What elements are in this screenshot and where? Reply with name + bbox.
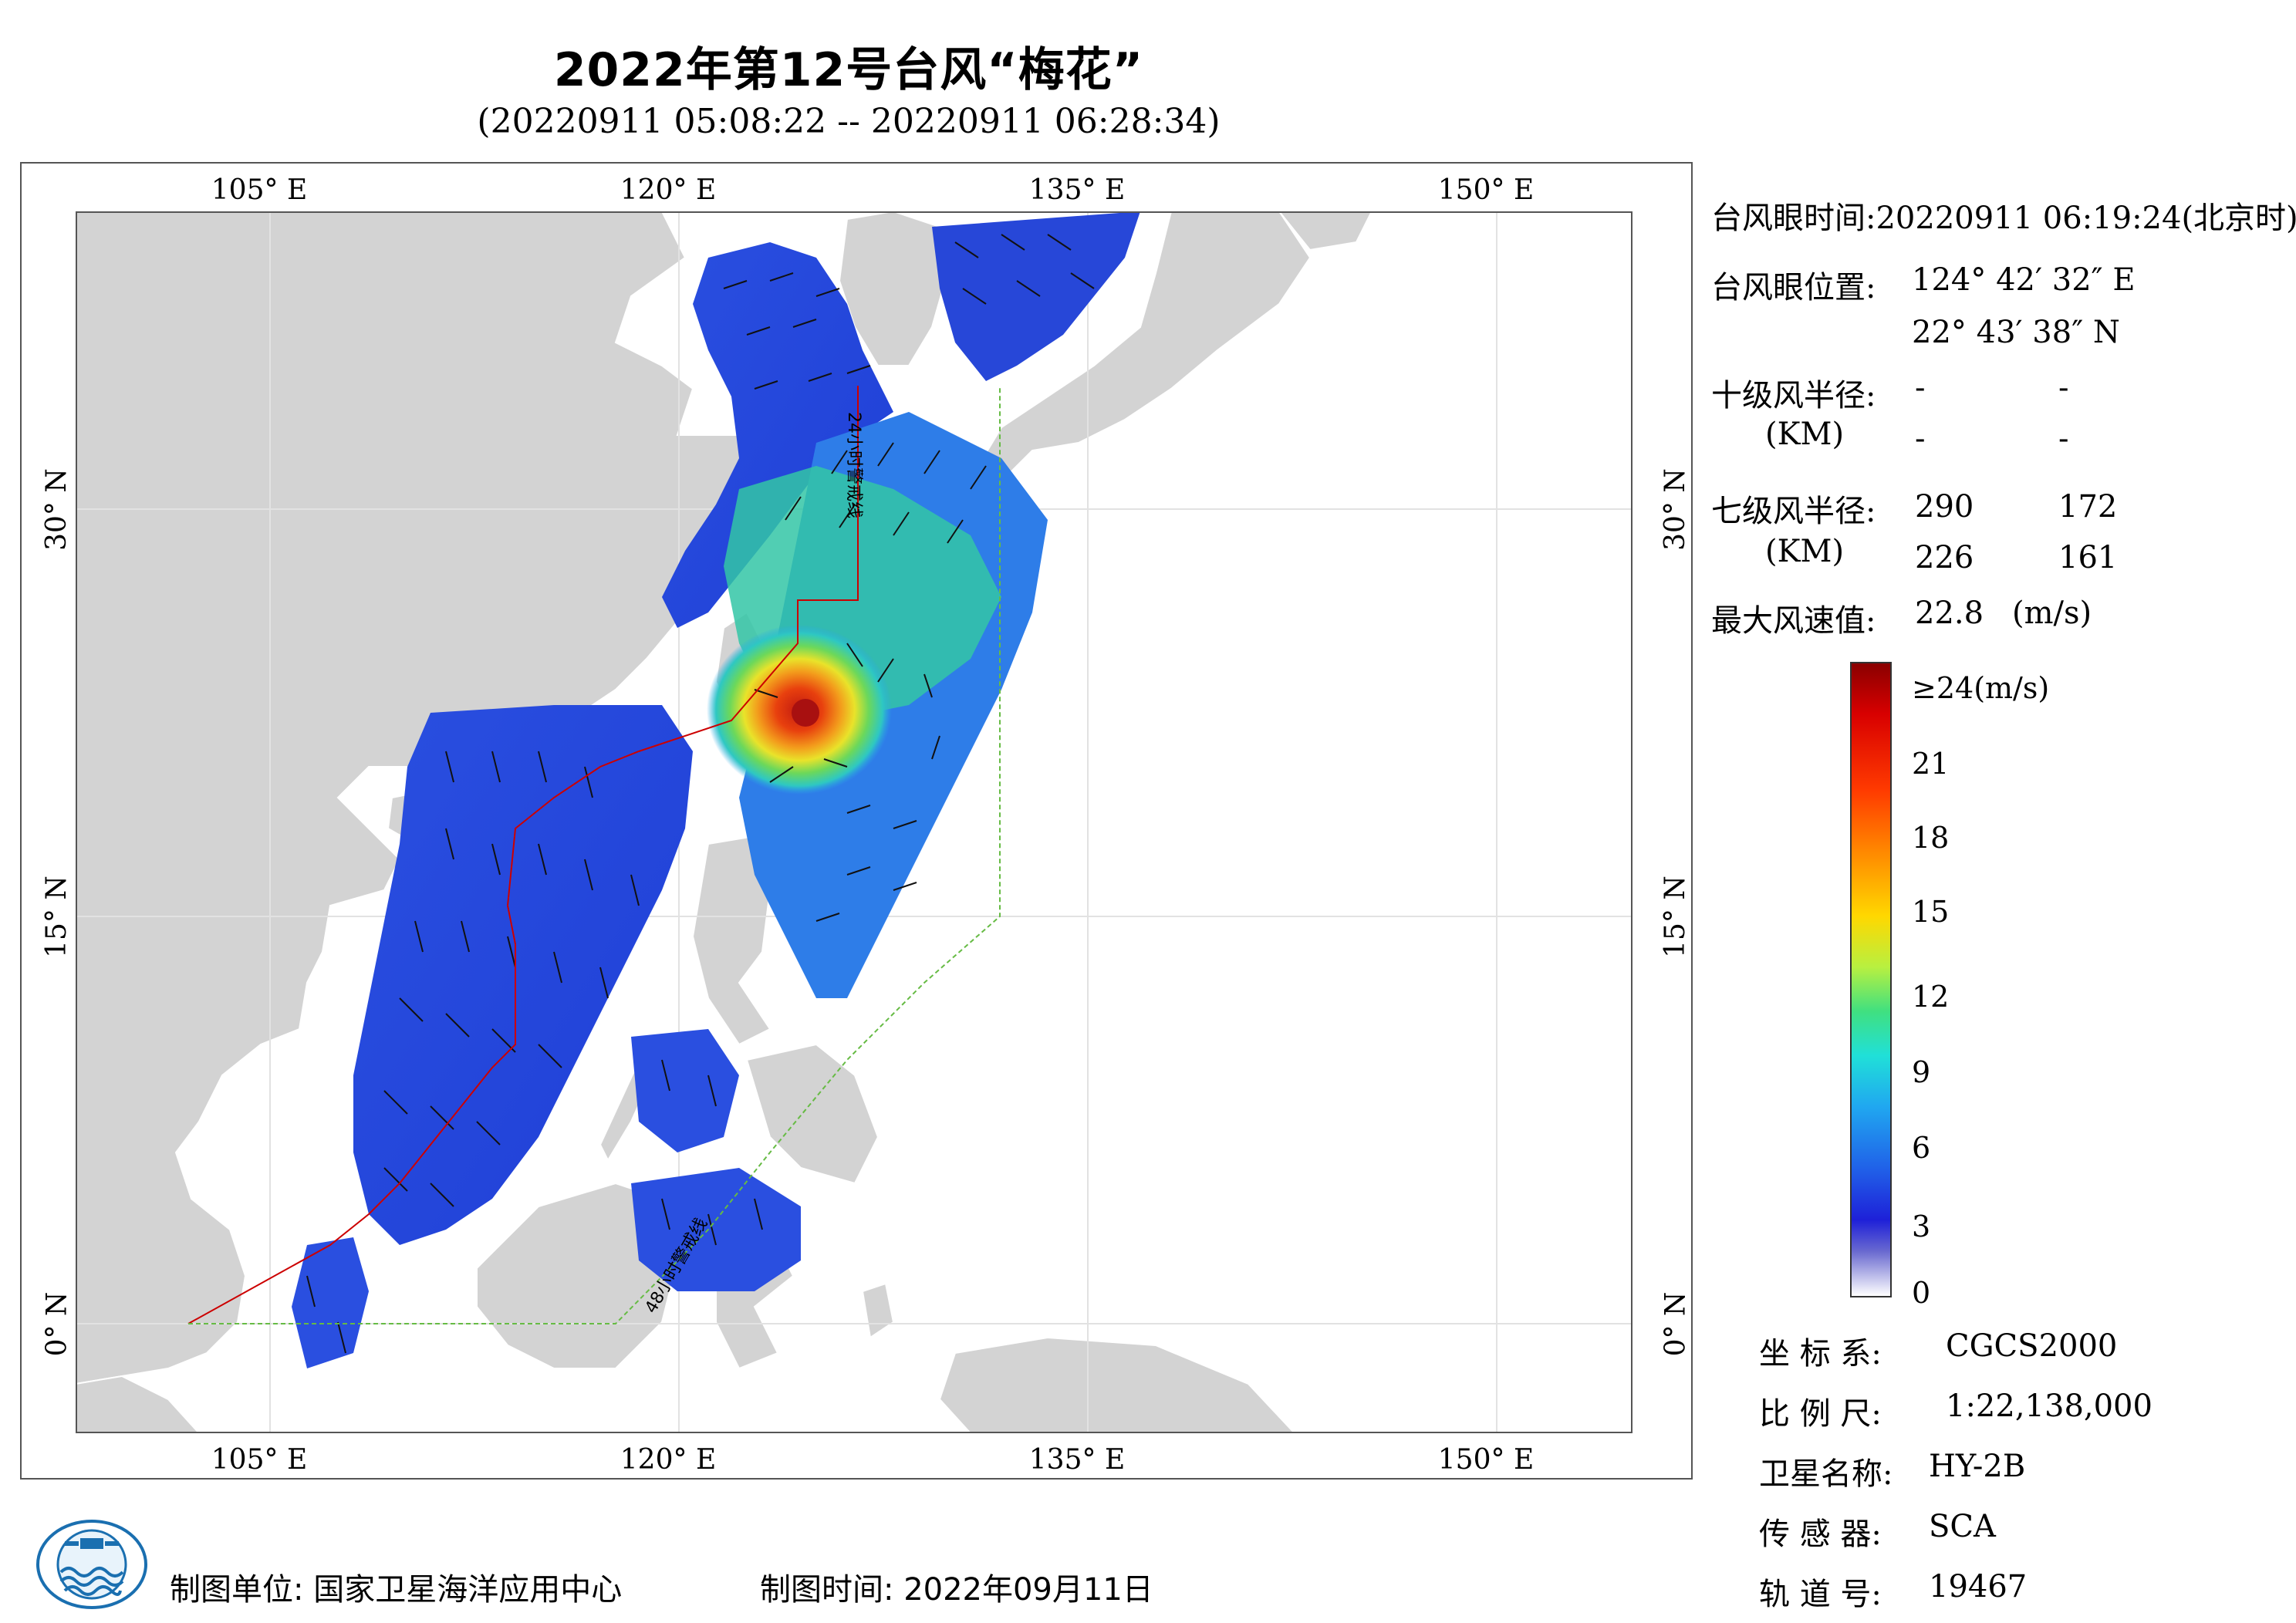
r7-value-sw: 226 xyxy=(1915,540,1974,575)
crs-value: CGCS2000 xyxy=(1946,1328,2118,1364)
scale-label: 比 例 尺: xyxy=(1759,1396,1882,1432)
r10-value-sw: - xyxy=(1915,421,1926,457)
lon-label-bottom-135: 135° E xyxy=(1028,1444,1126,1476)
colorbar-tick-18: 18 xyxy=(1912,821,1950,855)
wind-speed-colorbar xyxy=(1850,662,1892,1297)
land-borneo xyxy=(476,1182,679,1369)
lon-label-top-135: 135° E xyxy=(1028,174,1126,206)
r10-value-nw: - xyxy=(2058,421,2069,457)
lat-label-left-30: 30° N xyxy=(40,468,73,551)
land-sumatra xyxy=(76,1375,201,1433)
lon-label-top-150: 150° E xyxy=(1437,174,1535,206)
typhoon-eye xyxy=(792,699,819,727)
wind-field-map: 24小时警戒线 48小时警戒线 xyxy=(76,211,1633,1433)
warning-line-24h xyxy=(187,386,859,1324)
map-subtitle: (20220911 05:08:22 -- 20220911 06:28:34) xyxy=(477,102,1221,141)
wind-swath-north xyxy=(662,242,893,628)
eye-pos-label: 台风眼位置: xyxy=(1711,270,1876,305)
r7-value-se: 172 xyxy=(2058,489,2118,525)
land-hokkaido xyxy=(1278,211,1373,251)
warning-line-48h xyxy=(188,386,1001,1324)
max-wind-value: 22.8 xyxy=(1915,596,1984,631)
eye-time-row: 台风眼时间:20220911 06:19:24(北京时) xyxy=(1711,193,2296,238)
wind-swath-celebes xyxy=(631,1168,801,1291)
lon-label-bottom-120: 120° E xyxy=(620,1444,717,1476)
lon-label-bottom-105: 105° E xyxy=(211,1444,308,1476)
wind-swath-sumatra xyxy=(292,1237,369,1368)
max-wind-unit: (m/s) xyxy=(2012,596,2092,631)
colorbar-tick-21: 21 xyxy=(1912,747,1950,781)
r7-unit: (KM) xyxy=(1765,534,1845,569)
r10-value-se: - xyxy=(2058,370,2069,406)
colorbar-tick-15: 15 xyxy=(1912,895,1950,929)
lat-label-left-0: 0° N xyxy=(41,1291,73,1357)
lon-label-top-120: 120° E xyxy=(620,174,717,206)
land-mainland-asia xyxy=(76,211,772,1385)
max-wind-label: 最大风速值: xyxy=(1711,603,1876,639)
eye-pos-lat: 22° 43′ 38″ N xyxy=(1912,315,2120,350)
eye-pos-lon: 124° 42′ 32″ E xyxy=(1912,262,2136,298)
crs-label: 坐 标 系: xyxy=(1759,1336,1882,1372)
r10-value-ne: - xyxy=(1915,370,1926,406)
lon-label-top-105: 105° E xyxy=(211,174,308,206)
colorbar-tick-3: 3 xyxy=(1912,1210,1931,1243)
eye-time-label: 台风眼时间: xyxy=(1711,201,1876,236)
satellite-value: HY-2B xyxy=(1929,1449,2026,1484)
producer-credit: 制图单位: 国家卫星海洋应用中心 xyxy=(170,1572,623,1608)
r7-value-nw: 161 xyxy=(2058,540,2118,575)
warning-line-24h-label: 24小时警戒线 xyxy=(844,412,863,518)
wind-swath-japan-sea xyxy=(932,211,1140,381)
land-philippines-south xyxy=(745,1043,880,1185)
wind-barbs xyxy=(306,234,1095,1354)
r10-label: 十级风半径: xyxy=(1711,378,1876,413)
colorbar-tick-12: 12 xyxy=(1912,980,1950,1014)
r10-unit: (KM) xyxy=(1765,417,1845,452)
lat-label-left-15: 15° N xyxy=(40,876,73,958)
colorbar-tick-9: 9 xyxy=(1912,1055,1931,1089)
wind-swath-south-china-sea xyxy=(353,705,693,1245)
nsoas-logo-icon xyxy=(36,1520,147,1609)
orbit-label: 轨 道 号: xyxy=(1759,1577,1882,1612)
lat-label-right-15: 15° N xyxy=(1659,876,1691,958)
colorbar-tick-6: 6 xyxy=(1912,1131,1931,1165)
scale-value: 1:22,138,000 xyxy=(1946,1388,2152,1424)
land-japan xyxy=(977,211,1312,483)
lon-label-bottom-150: 150° E xyxy=(1437,1444,1535,1476)
colorbar-tick-0: 0 xyxy=(1912,1276,1931,1310)
map-frame xyxy=(20,162,1693,1480)
lat-label-right-0: 0° N xyxy=(1660,1291,1692,1357)
satellite-label: 卫星名称: xyxy=(1759,1456,1893,1492)
colorbar-max-label: ≥24(m/s) xyxy=(1912,671,2050,705)
eye-time-value: 20220911 06:19:24(北京时) xyxy=(1876,201,2296,236)
orbit-value: 19467 xyxy=(1929,1569,2028,1604)
lat-label-right-30: 30° N xyxy=(1659,468,1691,551)
wind-swath-philippine-sea-south xyxy=(631,1029,739,1152)
r7-label: 七级风半径: xyxy=(1711,494,1876,529)
production-date: 制图时间: 2022年09月11日 xyxy=(760,1572,1153,1608)
sensor-value: SCA xyxy=(1929,1509,1996,1544)
sensor-label: 传 感 器: xyxy=(1759,1517,1882,1552)
map-title: 2022年第12号台风“梅花” xyxy=(553,43,1144,97)
wind-swath xyxy=(292,211,1140,1368)
plot-border xyxy=(76,211,1633,1433)
land-new-guinea xyxy=(938,1336,1296,1433)
r7-value-ne: 290 xyxy=(1915,489,1974,525)
